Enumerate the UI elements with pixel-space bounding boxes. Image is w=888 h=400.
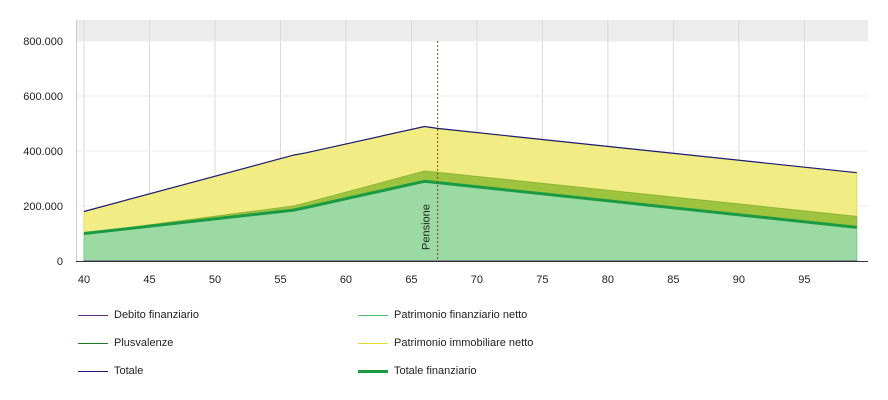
top-band [76,20,868,41]
legend-label: Patrimonio immobiliare netto [394,337,534,349]
x-tick-label: 55 [274,274,286,286]
x-tick-label: 75 [536,274,548,286]
legend-swatch-patrimonio-finanziario [358,314,388,316]
y-tick-label: 400.000 [23,146,63,158]
legend-label: Totale finanziario [394,365,477,377]
legend-item-totale[interactable]: Totale [78,361,143,381]
x-tick-label: 90 [733,274,745,286]
x-tick-label: 65 [405,274,417,286]
legend-item-patrimonio-immobiliare-netto[interactable]: Patrimonio immobiliare netto [358,333,533,353]
y-tick-label: 800.000 [23,36,63,48]
line-totale [83,125,857,213]
x-tick-label: 40 [78,274,90,286]
x-tick-label: 70 [471,274,483,286]
pension-marker-label: Pensione [421,204,433,250]
legend-label: Debito finanziario [114,309,199,321]
legend-swatch-plusvalenze [78,342,108,344]
legend-label: Plusvalenze [114,337,174,349]
x-tick-label: 85 [667,274,679,286]
legend-item-debito-finanziario[interactable]: Debito finanziario [78,305,199,325]
x-axis-ticks: 40 45 50 55 60 65 70 75 80 85 90 95 [78,274,811,286]
legend-swatch-debito [78,314,108,316]
x-tick-label: 45 [143,274,155,286]
legend-swatch-totale-finanziario [358,369,388,373]
x-tick-label: 95 [798,274,810,286]
line-totale-finanziario [83,179,857,235]
y-axis-ticks: 0 200.000 400.000 600.000 800.000 [23,36,63,268]
annotations: Pensione [421,41,439,261]
x-tick-label: 60 [340,274,352,286]
y-tick-label: 200.000 [23,201,63,213]
y-tick-label: 0 [57,256,63,268]
legend-item-patrimonio-finanziario-netto[interactable]: Patrimonio finanziario netto [358,305,527,325]
legend-swatch-totale [78,370,108,372]
x-tick-label: 80 [602,274,614,286]
area-series [83,125,858,262]
legend-item-totale-finanziario[interactable]: Totale finanziario [358,361,477,381]
legend-label: Totale [114,365,144,377]
legend-label: Patrimonio finanziario netto [394,309,528,321]
legend-item-plusvalenze[interactable]: Plusvalenze [78,333,173,353]
legend-swatch-patrimonio-immobiliare [358,342,388,344]
legend: Debito finanziario Patrimonio finanziari… [78,305,678,385]
y-tick-label: 600.000 [23,91,63,103]
x-tick-label: 50 [209,274,221,286]
